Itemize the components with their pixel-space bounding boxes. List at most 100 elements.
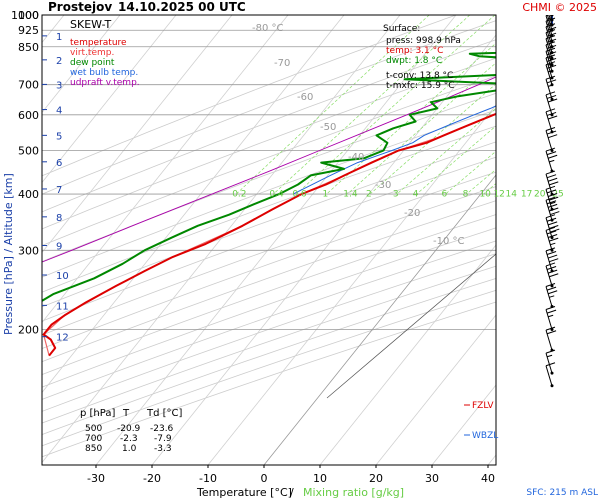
header-location: Prostejov — [48, 0, 112, 14]
isotherm — [207, 104, 496, 465]
wind-barb-half-feather — [548, 314, 554, 318]
wind-barb-staff — [545, 365, 553, 386]
wind-barb-feather — [545, 126, 556, 131]
temperature-tick-label: 30 — [425, 472, 439, 485]
wind-barb-feather — [546, 64, 557, 69]
wind-barb-feather — [549, 237, 559, 242]
isotherm-label: -60 — [297, 92, 313, 103]
pressure-tick-label: 600 — [18, 109, 39, 122]
wind-barb-feather — [546, 330, 557, 335]
wind-barb-feather — [545, 170, 556, 175]
isotherm-label: -80 °C — [252, 23, 284, 34]
dry-adiabat — [42, 214, 496, 376]
header-datetime: 14.10.2025 00 UTC — [118, 0, 246, 14]
mixing-ratio-line — [483, 183, 496, 195]
wind-barb-feather — [545, 108, 556, 113]
isotherm-label: -20 — [404, 208, 420, 219]
dry-adiabat — [42, 240, 496, 400]
wind-barb-staff — [545, 353, 553, 374]
isotherm — [263, 174, 496, 465]
wind-barb-feather — [548, 193, 558, 197]
wind-barb-feather — [546, 200, 557, 205]
wind-barb-feather — [548, 177, 558, 182]
wind-barb-feather — [545, 91, 556, 96]
wind-barb-feather — [548, 115, 558, 120]
wind-barb-feather — [546, 189, 557, 194]
wind-barb-feather — [546, 51, 557, 56]
mixing-ratio-label: 10 — [479, 190, 491, 200]
wind-barb-feather — [546, 111, 557, 116]
wind-barb-feather — [545, 41, 556, 46]
pressure-tick-label: 850 — [18, 41, 39, 54]
isotherm-label: -30 — [375, 180, 391, 191]
table-header-td: Td [°C] — [146, 408, 183, 419]
altitude-tick-label: 11 — [56, 301, 69, 312]
wind-barb-feather — [545, 262, 556, 267]
wind-barb-feather — [545, 35, 556, 40]
temperature-tick-label: 40 — [481, 472, 495, 485]
temperature-tick-label: -30 — [87, 472, 105, 485]
wind-barb — [545, 91, 558, 117]
wind-barb-feather — [546, 251, 557, 255]
y-axis-label: Pressure [hPa] / Altitude [km] — [2, 173, 15, 335]
dry-adiabat — [42, 75, 496, 246]
wind-barb-feather — [545, 29, 556, 34]
wind-barb-feather — [546, 79, 557, 84]
mixing-ratio-label: 20 — [534, 190, 546, 200]
mixing-ratio-label: 0.4 — [269, 190, 284, 200]
wind-barb-half-feather — [548, 84, 554, 87]
wind-barb-feather — [545, 185, 556, 190]
sounding-table: p [hPa] T Td [°C] 500 -20.9 -23.6 700 -2… — [80, 408, 183, 454]
isotherm — [375, 314, 496, 465]
surface-tmxfc: t-mxfc: 15.9 °C — [386, 81, 455, 91]
legend-wet-bulb: wet bulb temp. — [70, 68, 138, 78]
wind-barb-feather — [545, 61, 556, 66]
wind-barb-feather — [549, 225, 559, 229]
isotherm — [431, 384, 496, 465]
isotherm — [95, 15, 457, 465]
wind-barb — [545, 247, 559, 273]
series-temperature — [42, 112, 496, 357]
wind-barb-feather — [548, 98, 558, 103]
wind-barb-half-feather — [546, 22, 553, 26]
wind-barb-feather — [545, 54, 556, 59]
mixing-ratio-label: 25 — [552, 190, 563, 200]
surface-tconv: t-conv: 13.8 °C — [386, 71, 453, 81]
isotherm-label: -70 — [274, 58, 290, 69]
wind-barb-feather — [546, 309, 557, 314]
mixing-ratio-label: 3 — [393, 190, 399, 200]
altitude-tick-label: 12 — [56, 333, 69, 344]
dry-adiabat — [42, 278, 496, 436]
table-r1-td: -7.9 — [154, 434, 172, 444]
temperature-tick-label: -10 — [199, 472, 217, 485]
wind-barb-feather — [546, 94, 557, 99]
isotherm-label: -10 °C — [433, 236, 465, 247]
wind-barb-feather — [546, 26, 557, 31]
isotherm — [42, 15, 233, 254]
isotherm — [151, 34, 496, 465]
wind-barb — [545, 41, 557, 67]
wind-barb-feather — [545, 306, 556, 311]
wind-barb-feather — [545, 196, 556, 201]
isotherm — [42, 15, 121, 114]
x-axis-label: Temperature [°C] — [196, 486, 292, 499]
isotherm-label: -50 — [320, 122, 336, 133]
x-axis-label-mixing: Mixing ratio [g/kg] — [303, 486, 404, 499]
isotherm — [42, 15, 177, 184]
wind-barb-feather — [545, 75, 556, 80]
pressure-tick-label: 925 — [18, 24, 39, 37]
wind-barb-feather — [549, 181, 559, 186]
mixing-ratio-label: 17 — [521, 190, 532, 200]
mixing-ratio-line — [466, 168, 496, 195]
table-r1-t: -2.3 — [120, 434, 138, 444]
pressure-tick-label: 700 — [18, 79, 39, 92]
header-credit: CHMI © 2025 — [522, 1, 597, 14]
surface-info: Surface: press: 998.9 hPa temp: 3.1 °C d… — [383, 24, 461, 91]
altitude-tick-label: 6 — [56, 158, 62, 169]
wind-barb — [545, 147, 558, 173]
chart-title: SKEW-T — [70, 18, 112, 31]
wind-barb-feather — [550, 228, 560, 233]
temperature-tick-label: 20 — [369, 472, 383, 485]
mixing-ratio-line — [556, 15, 600, 194]
mixing-ratio-label: 6 — [441, 190, 447, 200]
